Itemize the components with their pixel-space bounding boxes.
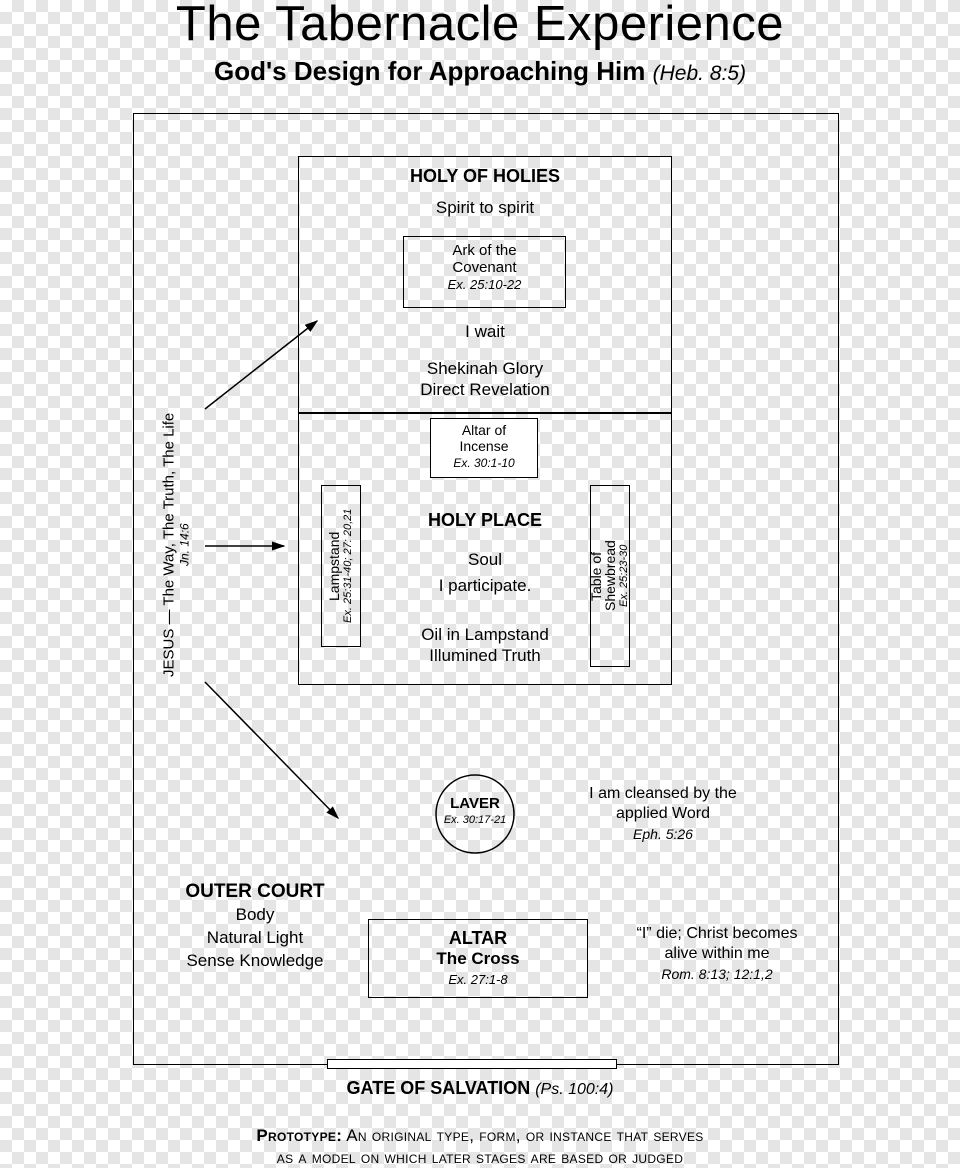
- altar-side: “I” die; Christ becomes alive within me …: [602, 924, 832, 985]
- shewbread-label: Table of Shewbread Ex. 25:23-30: [591, 485, 629, 667]
- outer-court-heading: OUTER COURT: [185, 881, 324, 902]
- lampstand-ref: Ex. 25:31-40; 27: 20,21: [342, 509, 354, 623]
- laver-name: LAVER: [450, 795, 500, 812]
- altar-ref: Ex. 27:1-8: [448, 972, 507, 987]
- incense-1: Altar of: [462, 422, 506, 438]
- lampstand-label: Lampstand Ex. 25:31-40; 27: 20,21: [322, 485, 360, 647]
- laver-ref: Ex. 30:17-21: [444, 814, 506, 826]
- incense-ref: Ex. 30:1-10: [453, 456, 514, 470]
- subtitle-text: God's Design for Approaching Him: [214, 56, 645, 86]
- shewbread-ref: Ex. 25:23-30: [618, 545, 630, 607]
- holy-holies-spirit: Spirit to spirit: [298, 198, 672, 218]
- outer-court-block: OUTER COURT Body Natural Light Sense Kno…: [150, 880, 360, 972]
- footer-line1: Prototype: An original type, form, or in…: [0, 1126, 960, 1146]
- oc-light: Natural Light: [207, 928, 303, 947]
- ark-label: Ark of the Covenant Ex. 25:10-22: [403, 242, 566, 293]
- jesus-line: JESUS — The Way, The Truth, The Life: [161, 413, 178, 677]
- ark-name-2: Covenant: [452, 259, 516, 276]
- holy-holies-heading: HOLY OF HOLIES: [298, 166, 672, 187]
- i-wait: I wait: [298, 322, 672, 342]
- laver-side1: I am cleansed by the: [589, 785, 737, 802]
- incense-2: Incense: [459, 438, 508, 454]
- jesus-ref: Jn. 14:6: [178, 524, 192, 567]
- oc-body: Body: [236, 905, 275, 924]
- lampstand-name: Lampstand: [326, 531, 342, 600]
- shewbread-2: Shewbread: [602, 541, 618, 612]
- laver-side: I am cleansed by the applied Word Eph. 5…: [548, 784, 778, 845]
- laver-side2: applied Word: [616, 805, 710, 822]
- subtitle-ref: (Heb. 8:5): [653, 62, 746, 85]
- gate-bar: [327, 1059, 617, 1069]
- ark-name-1: Ark of the: [452, 242, 516, 259]
- glory2: Direct Revelation: [420, 380, 549, 399]
- oil2: Illumined Truth: [429, 646, 541, 665]
- gate-name: GATE OF SALVATION: [347, 1078, 531, 1098]
- footer-proto: Prototype:: [256, 1126, 342, 1145]
- oil1: Oil in Lampstand: [421, 625, 549, 644]
- footer-rest: An original type, form, or instance that…: [342, 1126, 703, 1145]
- footer-line2: as a model on which later stages are bas…: [0, 1148, 960, 1168]
- jesus-vertical: JESUS — The Way, The Truth, The Life Jn.…: [155, 400, 199, 690]
- ark-ref: Ex. 25:10-22: [448, 277, 522, 292]
- altar-name: ALTAR: [449, 928, 507, 948]
- laver-label: LAVER Ex. 30:17-21: [435, 796, 515, 828]
- shekinah: Shekinah Glory Direct Revelation: [298, 358, 672, 400]
- altar-side1: “I” die; Christ becomes: [637, 925, 798, 942]
- laver-side-ref: Eph. 5:26: [633, 826, 693, 842]
- glory1: Shekinah Glory: [427, 359, 543, 378]
- altar-cross: The Cross: [436, 949, 519, 968]
- diagram-stage: The Tabernacle Experience God's Design f…: [0, 0, 960, 1168]
- gate-ref: (Ps. 100:4): [535, 1081, 613, 1098]
- gate-label: GATE OF SALVATION (Ps. 100:4): [0, 1078, 960, 1099]
- page-subtitle: God's Design for Approaching Him (Heb. 8…: [0, 56, 960, 87]
- oc-sense: Sense Knowledge: [186, 951, 323, 970]
- incense-label: Altar of Incense Ex. 30:1-10: [430, 422, 538, 471]
- page-title: The Tabernacle Experience: [0, 0, 960, 52]
- altar-side2: alive within me: [665, 945, 770, 962]
- altar-label: ALTAR The Cross Ex. 27:1-8: [368, 928, 588, 990]
- altar-side-ref: Rom. 8:13; 12:1,2: [661, 966, 772, 982]
